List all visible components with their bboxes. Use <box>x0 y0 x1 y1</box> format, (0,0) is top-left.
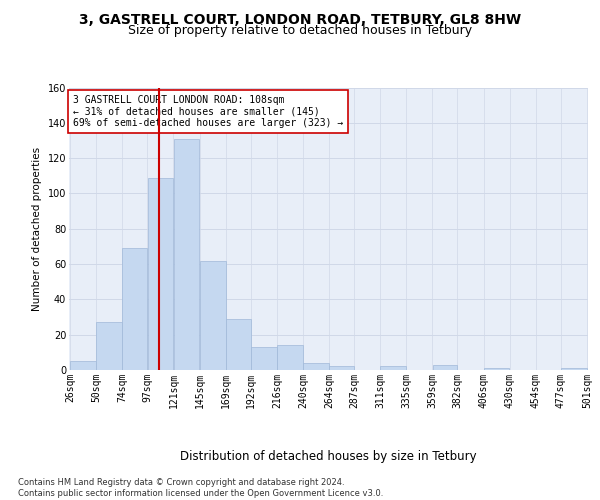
Bar <box>329 366 354 370</box>
Y-axis label: Number of detached properties: Number of detached properties <box>32 146 42 311</box>
Bar <box>173 138 199 370</box>
Bar <box>561 368 587 370</box>
Bar <box>70 361 96 370</box>
X-axis label: Distribution of detached houses by size in Tetbury: Distribution of detached houses by size … <box>180 450 477 462</box>
Bar <box>484 368 509 370</box>
Text: 3 GASTRELL COURT LONDON ROAD: 108sqm
← 31% of detached houses are smaller (145)
: 3 GASTRELL COURT LONDON ROAD: 108sqm ← 3… <box>73 94 344 128</box>
Bar <box>380 366 406 370</box>
Bar <box>433 364 457 370</box>
Text: Contains HM Land Registry data © Crown copyright and database right 2024.
Contai: Contains HM Land Registry data © Crown c… <box>18 478 383 498</box>
Bar <box>226 319 251 370</box>
Bar <box>122 248 147 370</box>
Bar <box>303 363 329 370</box>
Bar <box>200 260 226 370</box>
Bar <box>277 346 303 370</box>
Text: 3, GASTRELL COURT, LONDON ROAD, TETBURY, GL8 8HW: 3, GASTRELL COURT, LONDON ROAD, TETBURY,… <box>79 12 521 26</box>
Bar <box>148 178 173 370</box>
Text: Size of property relative to detached houses in Tetbury: Size of property relative to detached ho… <box>128 24 472 37</box>
Bar <box>97 322 122 370</box>
Bar <box>251 347 277 370</box>
